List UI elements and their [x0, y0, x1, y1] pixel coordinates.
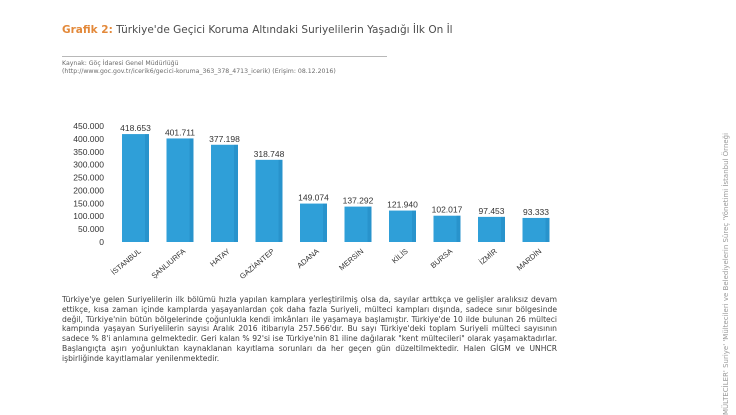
bar: [389, 210, 416, 242]
data-label: 377.198: [209, 134, 240, 144]
body-paragraph: Türkiye'ye gelen Suriyelilerin ilk bölüm…: [62, 295, 557, 363]
data-label: 149.074: [298, 193, 329, 203]
side-running-title: MÜLTECİLER' Suriye' 'Mültecileri ve Bele…: [722, 132, 730, 415]
x-tick-label: ŞANLIURFA: [150, 247, 188, 281]
source-line-2: (http://www.goc.gov.tr/icerik6/gecici-ko…: [62, 68, 336, 75]
bar-shade: [323, 203, 327, 242]
y-tick-label: 350.000: [73, 147, 104, 157]
y-tick-label: 0: [99, 237, 104, 247]
bar: [344, 206, 372, 242]
y-tick-label: 450.000: [73, 121, 104, 131]
bar: [433, 215, 461, 242]
x-tick-label: MARDİN: [515, 247, 543, 273]
bar-shade: [234, 144, 238, 242]
y-tick-label: 150.000: [73, 198, 104, 208]
y-tick-label: 250.000: [73, 173, 104, 183]
bar-chart: 0 50.000 100.000 150.000 200.000 250.000 300.0…: [73, 121, 550, 281]
y-tick-label: 100.000: [73, 211, 104, 221]
data-label: 418.653: [120, 123, 151, 133]
x-tick-label: BURSA: [429, 247, 455, 271]
y-tick-label: 200.000: [73, 185, 104, 195]
source-line-1: Kaynak: Göç İdaresi Genel Müdürlüğü: [62, 60, 179, 67]
data-label: 137.292: [343, 196, 374, 206]
y-tick-label: 300.000: [73, 160, 104, 170]
x-tick-label: ADANA: [295, 247, 321, 271]
bar: [300, 203, 327, 242]
body-text: Türkiye'ye gelen Suriyelilerin ilk bölüm…: [62, 295, 557, 363]
bar-shade: [412, 210, 416, 242]
data-label: 401.711: [165, 127, 195, 137]
data-label: 93.333: [523, 207, 549, 217]
bar-shade: [145, 134, 149, 242]
bar-shade: [456, 215, 461, 242]
bar: [522, 217, 550, 242]
bar-shade: [545, 217, 550, 242]
figure-label: Grafik 2:: [62, 24, 113, 36]
figure-title-text: Türkiye'de Geçici Koruma Altındaki Suriy…: [116, 24, 453, 36]
bar-shade: [189, 138, 194, 242]
bar: [211, 144, 238, 242]
x-tick-label: KİLİS: [390, 247, 410, 266]
bar-shade: [278, 159, 283, 242]
x-tick-label: HATAY: [208, 247, 232, 269]
data-label: 97.453: [479, 206, 505, 216]
data-label: 318.748: [254, 149, 285, 159]
x-tick-label: İZMİR: [477, 246, 499, 266]
x-tick-label: GAZİANTEP: [238, 247, 276, 281]
data-label: 102.017: [432, 205, 463, 215]
bar: [255, 159, 283, 242]
x-tick-label: MERSİN: [337, 247, 365, 273]
title-divider: [62, 56, 387, 57]
bar-shade: [367, 206, 372, 242]
y-tick-label: 50.000: [78, 224, 104, 234]
figure-title: Grafik 2: Türkiye'de Geçici Koruma Altın…: [62, 24, 453, 36]
bar-shade: [501, 216, 505, 242]
bar: [166, 138, 194, 242]
data-label: 121.940: [387, 200, 418, 210]
bar: [478, 216, 505, 242]
x-tick-label: İSTANBUL: [109, 247, 142, 277]
figure-source: Kaynak: Göç İdaresi Genel Müdürlüğü (htt…: [62, 60, 336, 76]
bar: [122, 134, 149, 242]
y-tick-label: 400.000: [73, 134, 104, 144]
